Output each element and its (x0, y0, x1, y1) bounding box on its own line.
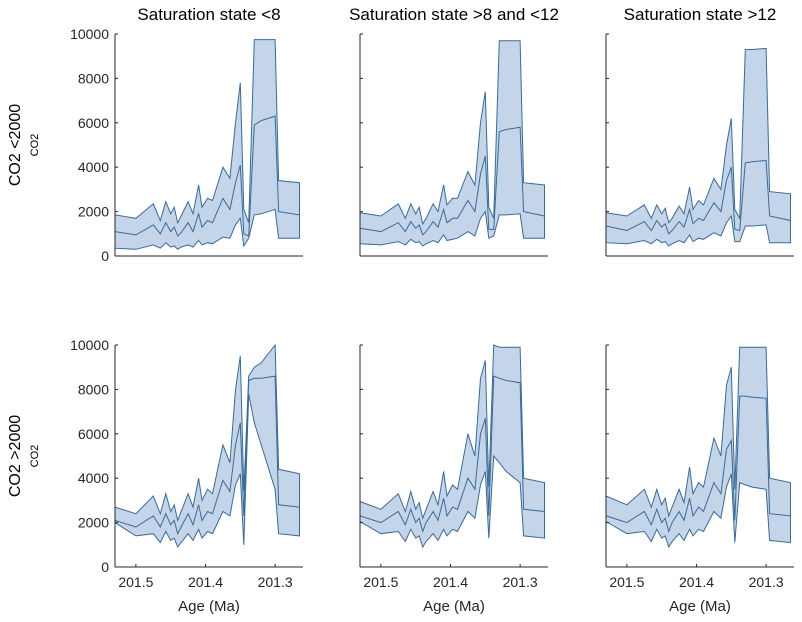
y-tick-label: 0 (101, 559, 109, 575)
x-tick-label: 201.4 (188, 574, 223, 590)
panel-r1-c3 (605, 33, 794, 257)
panel-r1-c1: 0 2000 4000 6000 8000 10000 (70, 26, 303, 264)
x-tick-label: 201.5 (363, 574, 398, 590)
x-tick-label: 201.5 (118, 574, 153, 590)
x-tick-label: 201.5 (609, 574, 644, 590)
panel-r2-c3: 201.5 201.4 201.3 Age (Ma) (605, 344, 794, 615)
row-label-main-1: CO2 <2000 (7, 104, 24, 186)
column-title-2: Saturation state >8 and <12 (349, 5, 559, 24)
median-line (359, 375, 545, 534)
x-tick-label: 201.4 (679, 574, 714, 590)
y-tick-label: 10000 (70, 337, 109, 353)
panel-r2-c1: 0 2000 4000 6000 8000 10000 201.5 201.4 201.3 Age… (70, 337, 303, 615)
x-tick-label: 201.4 (433, 574, 468, 590)
row-label-sub-1: CO2 (29, 134, 41, 157)
column-title-1: Saturation state <8 (137, 5, 280, 24)
x-tick-label: 201.3 (749, 574, 784, 590)
y-tick-label: 2000 (78, 515, 109, 531)
median-line (114, 375, 300, 536)
x-axis-label: Age (Ma) (178, 598, 240, 615)
range-band (114, 39, 300, 250)
range-band (114, 343, 300, 549)
median-line (114, 115, 300, 237)
y-tick-label: 2000 (78, 204, 109, 220)
median-line (359, 126, 545, 236)
y-tick-label: 4000 (78, 159, 109, 175)
y-tick-label: 8000 (78, 381, 109, 397)
y-tick-label: 4000 (78, 470, 109, 486)
column-title-3: Saturation state >12 (624, 5, 777, 24)
range-band (359, 40, 545, 247)
panel-r2-c2: 201.5 201.4 201.3 Age (Ma) (359, 344, 548, 615)
median-line (605, 395, 791, 534)
y-tick-label: 10000 (70, 26, 109, 42)
x-axis-label: Age (Ma) (669, 598, 731, 615)
row-label-2: CO2 >2000 CO2 (7, 415, 41, 497)
row-label-sub-2: CO2 (29, 445, 41, 468)
row-label-main-2: CO2 >2000 (7, 415, 24, 497)
y-tick-label: 8000 (78, 70, 109, 86)
x-tick-label: 201.3 (503, 574, 538, 590)
range-band (605, 47, 791, 247)
x-axis-label: Age (Ma) (423, 598, 485, 615)
range-band (605, 346, 791, 549)
median-line (605, 159, 791, 235)
range-band (359, 344, 545, 549)
x-tick-label: 201.3 (258, 574, 293, 590)
y-tick-label: 6000 (78, 115, 109, 131)
panel-r1-c2 (359, 33, 548, 257)
row-label-1: CO2 <2000 CO2 (7, 104, 41, 186)
y-tick-label: 6000 (78, 426, 109, 442)
y-tick-label: 0 (101, 248, 109, 264)
